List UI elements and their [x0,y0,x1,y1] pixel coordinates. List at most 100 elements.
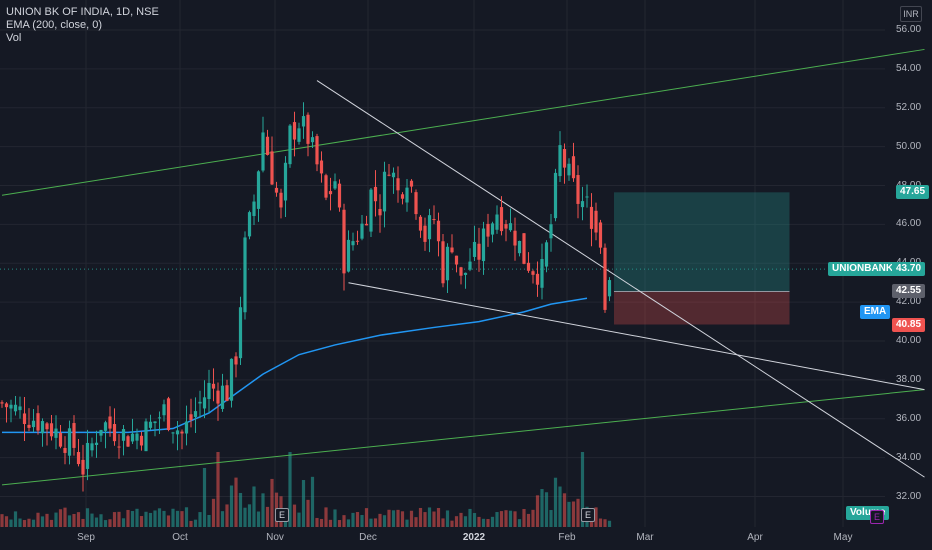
candle-body [544,242,549,267]
volume-bar [126,509,130,527]
volume-bar [103,520,108,527]
candle-body [234,356,238,365]
volume-bar [495,512,499,527]
candle-body [409,180,414,187]
last-price-tag: 43.70 [892,262,926,277]
candle-body [202,397,207,409]
candle-body [477,243,481,260]
y-tick-label: 54.00 [896,62,922,74]
candle-body [400,194,405,199]
volume-bar [94,517,99,527]
legend-ema[interactable]: EMA (200, close, 0) [6,19,102,31]
volume-bar [360,514,364,527]
candle-body [162,404,166,416]
candle-body [139,435,144,446]
y-tick-label: 38.00 [896,373,922,385]
candle-body [292,122,297,140]
candle-body [252,201,256,217]
candle-body [450,247,454,253]
candle-body [396,178,400,191]
candle-body [540,259,544,288]
volume-bar [355,512,360,527]
candle-body [315,136,319,165]
volume-bar [252,486,256,527]
candle-body [243,237,247,313]
upcoming-earnings-marker[interactable]: E [870,510,884,524]
earnings-marker[interactable]: E [275,508,289,522]
candle-body [220,385,225,409]
volume-bar [513,511,517,527]
volume-bar [477,516,481,527]
candle-body [45,423,49,430]
candle-body [117,446,121,448]
legend-vol[interactable]: Vol [6,32,22,44]
volume-bar [301,480,306,527]
ema-200-line [2,297,588,434]
candle-body [261,132,265,171]
volume-bar [436,507,441,527]
candle-body [607,280,612,297]
volume-bar [153,510,157,527]
volume-bar [369,518,373,527]
volume-bar [306,499,310,527]
volume-bar [4,516,9,527]
drawing-lines [0,48,925,486]
candle-body [472,241,477,257]
volume-bar [234,477,238,527]
y-tick-label: 50.00 [896,140,922,152]
volume-bar [58,509,63,527]
candle-body [333,181,337,189]
candle-body [36,413,40,431]
candle-body [4,403,9,408]
volume-bar [193,519,198,527]
candle-body [319,160,324,174]
candle-body [283,162,288,201]
volume-bar [117,511,121,527]
candle-body [94,442,99,446]
candle-body [288,125,292,165]
volume-bar [297,512,301,527]
volume-bar [337,520,342,527]
candle-body [265,136,270,155]
volume-bar [54,512,58,527]
volume-bar [603,519,607,527]
candle-body [594,210,598,233]
candle-body [247,212,252,237]
candles [0,102,612,492]
candle-body [72,423,76,448]
volume-bar [180,511,184,527]
candle-body [382,171,387,212]
candle-body [40,421,45,434]
volume-bar [144,511,148,527]
candle-body [148,421,153,428]
candle-body [531,271,535,275]
candle-body [508,223,513,231]
earnings-marker[interactable]: E [581,508,595,522]
volume-bar [238,492,243,527]
candle-body [130,433,135,442]
currency-label[interactable]: INR [900,6,922,22]
candle-body [81,459,85,475]
y-tick-label: 56.00 [896,24,922,35]
candle-body [481,228,486,262]
candle-body [135,433,139,441]
candle-body [549,224,553,239]
candle-body [571,156,576,179]
y-tick-label: 46.00 [896,218,922,230]
candle-body [85,442,90,469]
volume-bar [319,518,324,527]
volume-bar [76,512,81,527]
candle-body [13,404,18,412]
candle-body [144,421,148,452]
volume-bar [414,517,418,527]
volume-bar [63,507,67,527]
candle-body [526,262,531,271]
candle-body [567,163,571,176]
candle-body [306,114,310,144]
candle-body [364,223,369,226]
profit-zone [614,192,790,292]
legend-symbol[interactable]: UNION BK OF INDIA, 1D, NSE [6,6,159,18]
volume-bar [486,519,490,527]
candle-body [58,432,63,447]
